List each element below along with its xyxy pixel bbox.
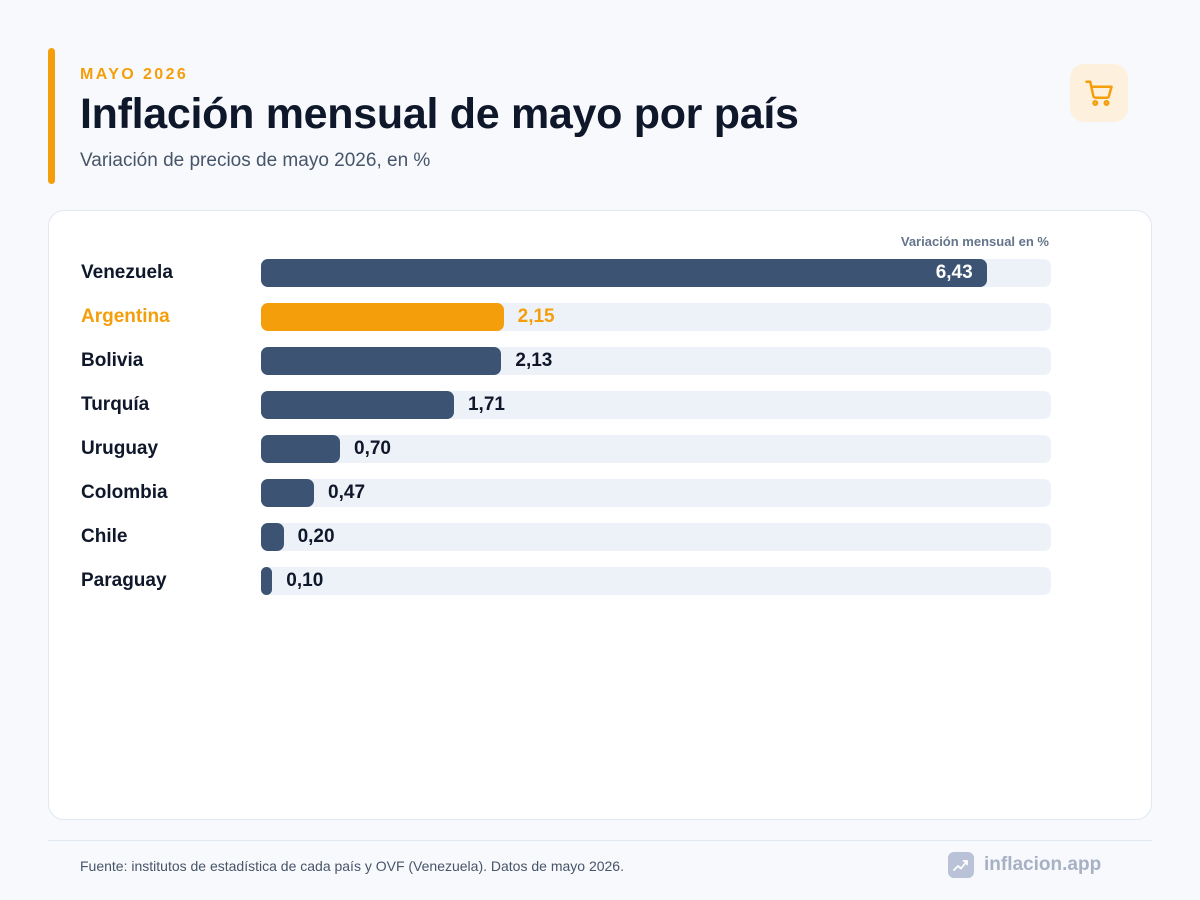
category-label: Paraguay (81, 570, 167, 591)
bar (261, 523, 284, 551)
bar-row: Argentina 2,15 (49, 303, 1153, 331)
bar-track: 1,71 (261, 391, 1051, 419)
brand[interactable]: inflacion.app (948, 852, 1101, 878)
bar-track: 2,15 (261, 303, 1051, 331)
value-label: 2,15 (517, 306, 555, 327)
value-label: 1,71 (467, 394, 505, 415)
bar-track: 0,70 (261, 435, 1051, 463)
eyebrow-date: MAYO 2026 (80, 66, 189, 83)
bar-row: Chile 0,20 (49, 523, 1153, 551)
value-label: 6,43 (935, 262, 973, 283)
bar-row: Turquía 1,71 (49, 391, 1153, 419)
bar-track: 0,10 (261, 567, 1051, 595)
category-label: Argentina (81, 306, 170, 327)
bar-row: Paraguay 0,10 (49, 567, 1153, 595)
value-label: 0,47 (328, 482, 366, 503)
category-label: Venezuela (81, 262, 173, 283)
category-label: Uruguay (81, 438, 159, 459)
value-label: 2,13 (515, 350, 553, 371)
bar (261, 567, 273, 595)
category-label: Chile (81, 526, 128, 547)
shopping-cart-icon (1085, 80, 1113, 107)
bar (261, 259, 987, 287)
axis-caption: Variación mensual en % (900, 234, 1049, 249)
chart-card: Variación mensual en % Venezuela 6,43 Arge… (48, 210, 1152, 820)
bar-track: 2,13 (261, 347, 1051, 375)
bar-track: 6,43 (261, 259, 1051, 287)
value-label: 0,10 (286, 570, 324, 591)
bar-track: 0,47 (261, 479, 1051, 507)
source-note: Fuente: institutos de estadística de cad… (80, 858, 624, 874)
chart-logo-icon (948, 852, 974, 878)
bar-row: Colombia 0,47 (49, 479, 1153, 507)
bar (261, 391, 454, 419)
accent-bar (48, 48, 55, 184)
bar (261, 435, 340, 463)
bar (261, 347, 502, 375)
value-label: 0,70 (354, 438, 391, 459)
value-label: 0,20 (297, 526, 335, 547)
bar-row: Uruguay 0,70 (49, 435, 1153, 463)
bar-track: 0,20 (261, 523, 1051, 551)
category-label: Turquía (81, 394, 150, 415)
page-subtitle: Variación de precios de mayo 2026, en % (80, 150, 431, 171)
cart-badge (1070, 64, 1128, 122)
page-title: Inflación mensual de mayo por país (80, 90, 799, 138)
bar (261, 479, 315, 507)
category-label: Bolivia (81, 350, 144, 371)
bar-row: Venezuela 6,43 (49, 259, 1153, 287)
footer-divider (48, 840, 1152, 841)
bar-row: Bolivia 2,13 (49, 347, 1153, 375)
brand-name: inflacion.app (984, 854, 1102, 875)
bar (261, 303, 504, 331)
category-label: Colombia (81, 482, 168, 503)
